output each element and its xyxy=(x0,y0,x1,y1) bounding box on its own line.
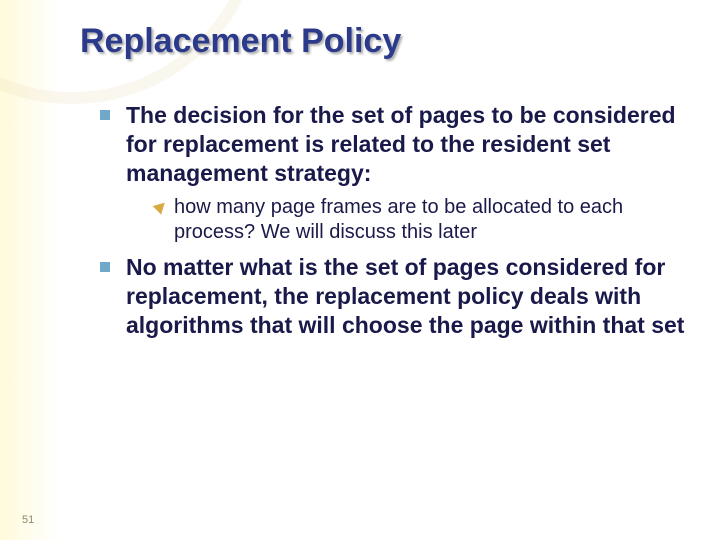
bullet-text: The decision for the set of pages to be … xyxy=(118,101,690,187)
slide: Replacement Policy The decision for the … xyxy=(0,0,720,540)
caret-bullet-icon xyxy=(152,201,170,245)
slide-title: Replacement Policy xyxy=(80,22,690,61)
bullet-level1: No matter what is the set of pages consi… xyxy=(100,253,690,339)
bullet-text: No matter what is the set of pages consi… xyxy=(118,253,690,339)
slide-content: The decision for the set of pages to be … xyxy=(80,101,690,340)
square-bullet-icon xyxy=(100,262,118,339)
square-bullet-icon xyxy=(100,110,118,187)
sub-bullet-text: how many page frames are to be allocated… xyxy=(170,195,690,245)
bullet-level1: The decision for the set of pages to be … xyxy=(100,101,690,187)
bullet-level2: how many page frames are to be allocated… xyxy=(152,195,690,245)
page-number: 51 xyxy=(22,514,34,526)
